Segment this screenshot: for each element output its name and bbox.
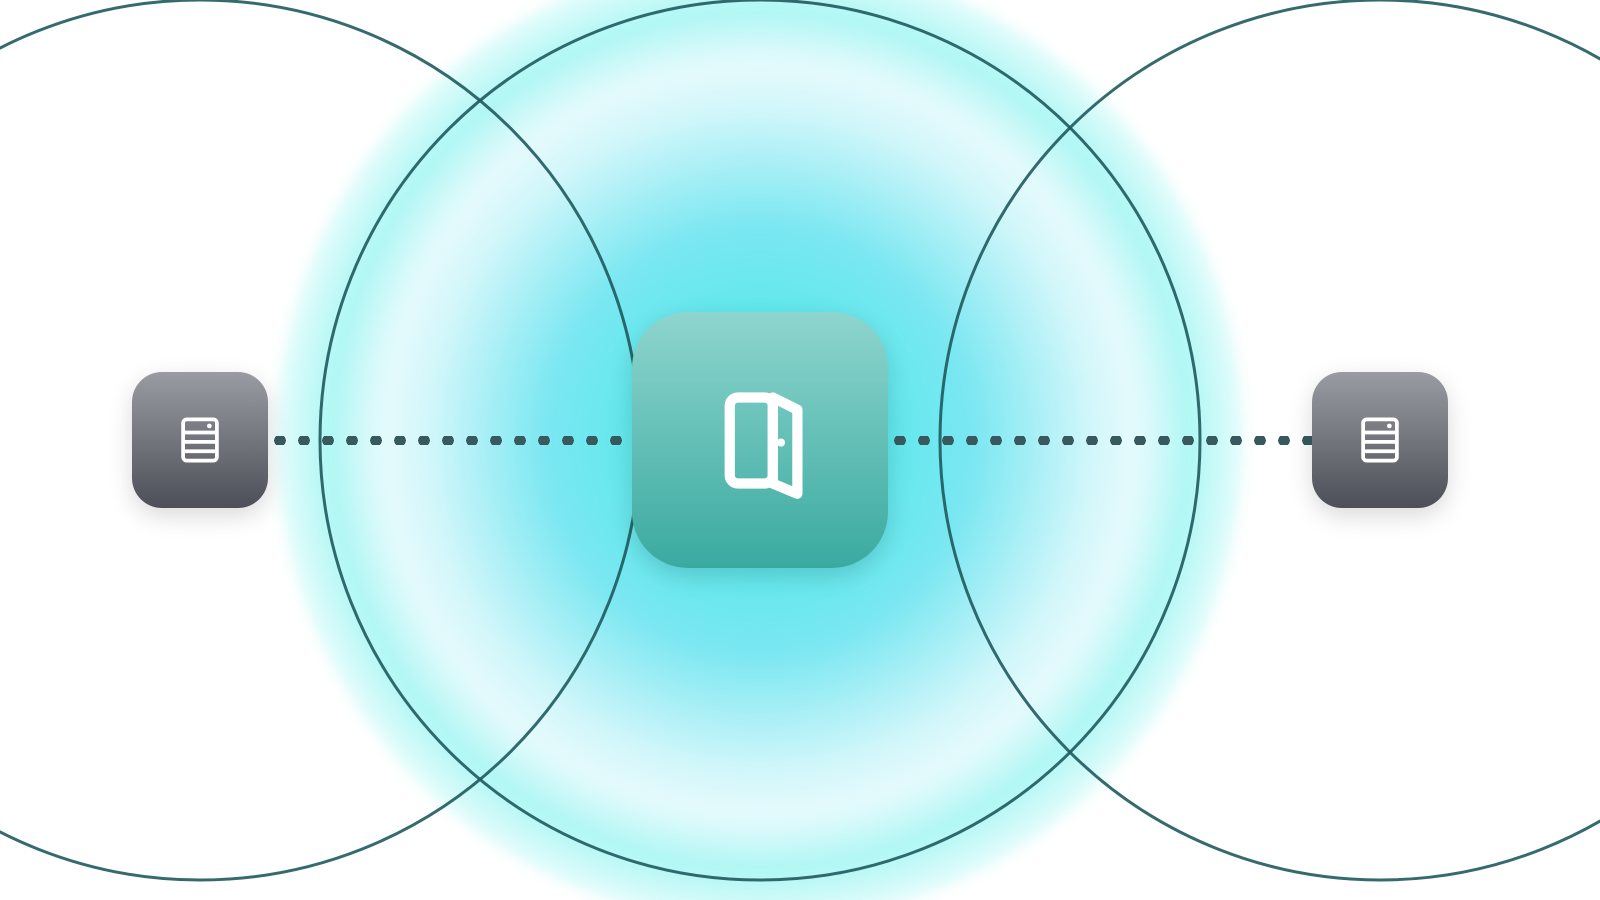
diagram-stage xyxy=(0,0,1600,900)
connection-left xyxy=(268,436,632,445)
server-icon xyxy=(1350,410,1410,470)
server-node-right xyxy=(1312,372,1448,508)
door-icon xyxy=(699,379,822,502)
gateway-node-center xyxy=(632,312,888,568)
server-node-left xyxy=(132,372,268,508)
server-icon xyxy=(170,410,230,470)
connection-right xyxy=(888,436,1312,445)
